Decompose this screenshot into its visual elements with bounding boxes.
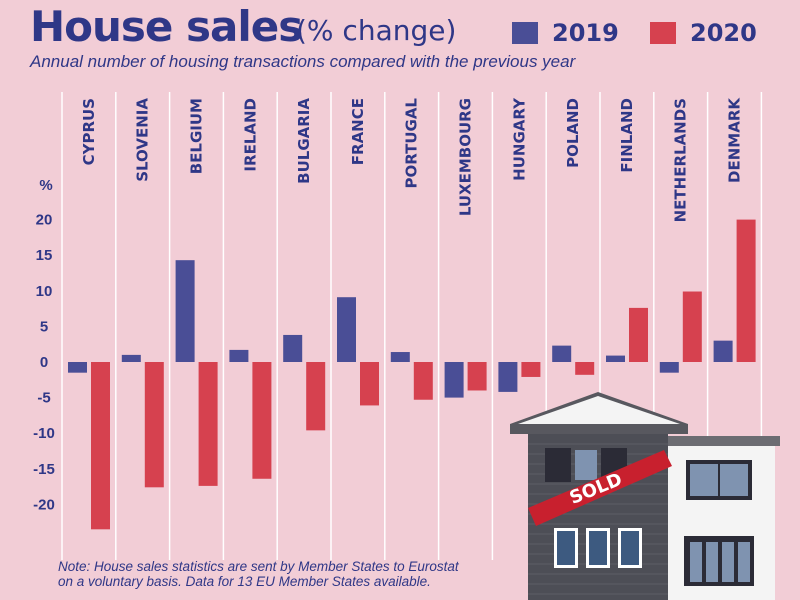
house-right-roof	[660, 436, 780, 446]
legend-label-2019: 2019	[552, 19, 619, 47]
category-label-netherlands: NETHERLANDS	[672, 98, 690, 222]
bar-2020-ireland	[252, 362, 272, 479]
legend-label-2020: 2020	[690, 19, 757, 47]
legend-item-2019: 2019	[512, 18, 619, 48]
legend-swatch-2019	[512, 22, 538, 44]
y-tick-label: 15	[36, 247, 53, 264]
bar-2020-portugal	[413, 362, 433, 400]
footnote: Note: House sales statistics are sent by…	[58, 559, 459, 589]
bar-2020-hungary	[521, 362, 541, 377]
bar-2020-poland	[575, 362, 595, 375]
y-tick-label: 20	[36, 212, 53, 229]
y-tick-label: -20	[33, 496, 55, 513]
bar-2019-denmark	[713, 340, 733, 362]
bar-2019-hungary	[498, 362, 518, 392]
bar-2019-portugal	[390, 352, 410, 362]
category-label-cyprus: CYPRUS	[80, 98, 98, 165]
bar-2019-slovenia	[121, 354, 141, 362]
chart-title-unit: (% change)	[296, 14, 457, 47]
footnote-line-2: on a voluntary basis. Data for 13 EU Mem…	[58, 574, 431, 589]
bar-2019-netherlands	[659, 362, 679, 373]
legend-item-2020: 2020	[650, 18, 757, 48]
category-label-belgium: BELGIUM	[188, 98, 206, 174]
footnote-line-1: Note: House sales statistics are sent by…	[58, 559, 459, 574]
bar-2020-france	[360, 362, 379, 406]
bar-2020-luxembourg	[467, 362, 487, 391]
bar-2019-cyprus	[68, 362, 87, 373]
legend-swatch-2020	[650, 22, 676, 44]
bar-2020-netherlands	[682, 291, 702, 362]
y-axis-unit: %	[39, 177, 52, 194]
category-label-denmark: DENMARK	[726, 97, 744, 183]
y-tick-label: -15	[33, 461, 55, 478]
y-tick-label: 5	[40, 318, 48, 335]
bar-2019-finland	[606, 355, 625, 362]
category-label-slovenia: SLOVENIA	[134, 98, 152, 182]
bar-2019-bulgaria	[283, 334, 303, 362]
bar-2019-ireland	[229, 349, 249, 362]
y-tick-label: -10	[33, 425, 55, 442]
chart-title: House sales	[30, 2, 303, 51]
bar-2020-cyprus	[91, 362, 110, 530]
category-label-france: FRANCE	[349, 98, 367, 165]
bar-2020-slovenia	[144, 362, 164, 488]
category-label-luxembourg: LUXEMBOURG	[457, 98, 475, 216]
y-tick-label: 10	[36, 283, 53, 300]
category-label-finland: FINLAND	[618, 98, 636, 173]
bar-2019-luxembourg	[444, 362, 464, 398]
bar-2020-bulgaria	[306, 362, 326, 431]
category-label-poland: POLAND	[564, 98, 582, 168]
bar-2019-france	[337, 297, 356, 362]
category-label-hungary: HUNGARY	[510, 97, 528, 181]
bar-2019-belgium	[175, 260, 195, 362]
y-tick-label: -5	[37, 390, 50, 407]
sold-house-illustration: SOLD	[510, 392, 780, 600]
bar-2019-poland	[552, 345, 572, 362]
bar-2020-belgium	[198, 362, 218, 486]
chart-subtitle: Annual number of housing transactions co…	[30, 52, 576, 71]
bar-2020-denmark	[736, 219, 756, 362]
y-tick-label: 0	[40, 354, 48, 371]
category-label-ireland: IRELAND	[241, 98, 259, 172]
sold-banner	[528, 450, 672, 526]
category-label-portugal: PORTUGAL	[403, 98, 421, 189]
category-label-bulgaria: BULGARIA	[295, 98, 313, 184]
bar-2020-finland	[629, 307, 648, 362]
